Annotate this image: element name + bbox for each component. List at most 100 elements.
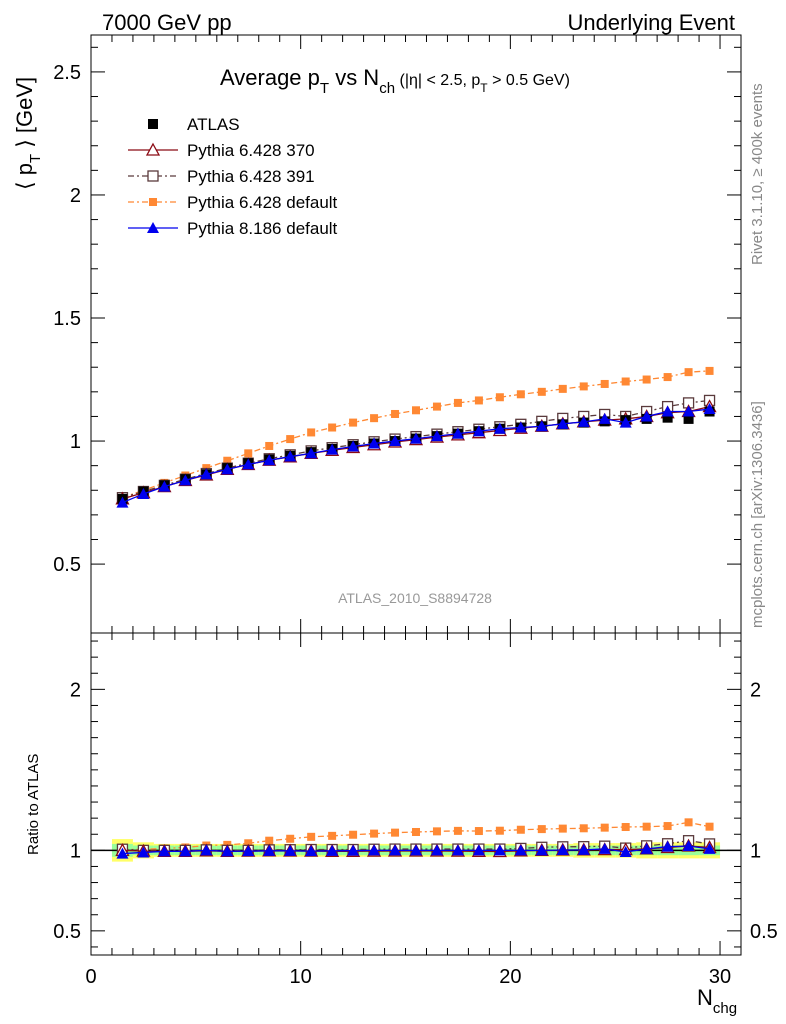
ratio-point-py6def	[621, 823, 630, 832]
data-point-py8def	[640, 410, 653, 422]
ratio-y-tick-label-right: 2	[750, 679, 761, 701]
ratio-series-layer	[115, 818, 717, 859]
ratio-y-axis-label: Ratio to ATLAS	[25, 754, 42, 855]
y-tick-label: 0.5	[53, 554, 81, 576]
chart-title: Average pT vs Nch (|η| < 2.5, pT > 0.5 G…	[220, 65, 570, 97]
ratio-point-py6def	[663, 822, 672, 831]
data-point-py8def	[158, 480, 171, 492]
x-tick-label: 0	[85, 966, 96, 988]
ratio-point-py6def	[558, 824, 567, 833]
ratio-point-py8def	[682, 840, 695, 852]
ratio-point-py8def	[661, 840, 674, 852]
ratio-point-py6def	[537, 825, 546, 834]
ratio-point-py6def	[328, 831, 337, 840]
data-point-py6def	[391, 409, 400, 418]
legend: ATLAS Pythia 6.428 370 Pythia 6.428 391 Pyt…	[128, 115, 338, 238]
ratio-point-py8def	[640, 842, 653, 854]
energy-label: 7000 GeV pp	[102, 10, 232, 35]
data-point-py6def	[412, 406, 420, 415]
ratio-point-py6def	[579, 824, 588, 833]
ratio-point-py8def	[703, 842, 716, 854]
legend-marker-py8def	[147, 222, 159, 233]
ratio-y-tick-label-right: 0.5	[750, 921, 778, 943]
data-point-py8def	[116, 496, 129, 508]
ratio-point-py8def	[137, 846, 150, 858]
ratio-point-py8def	[368, 844, 381, 856]
legend-marker-py370	[145, 142, 161, 156]
ratio-point-py8def	[242, 845, 255, 857]
analysis-watermark: ATLAS_2010_S8894728	[338, 590, 492, 606]
data-point-py6def	[537, 387, 546, 396]
data-point-py8def	[661, 405, 674, 417]
data-point-py6def	[579, 382, 588, 391]
series-line-py6def	[122, 370, 710, 499]
ratio-point-py6def	[265, 836, 274, 845]
ratio-point-py8def	[472, 844, 485, 856]
legend-marker-py6def	[149, 198, 157, 206]
data-point-py6def	[621, 377, 630, 386]
ratio-point-py8def	[179, 845, 192, 857]
ratio-point-py6def	[495, 826, 504, 835]
data-point-py8def	[326, 443, 339, 455]
data-point-py8def	[472, 425, 485, 437]
data-point-atlas	[662, 412, 673, 423]
legend-label-py391: Pythia 6.428 391	[187, 167, 315, 186]
data-point-py6def	[307, 428, 316, 437]
data-point-py6def	[495, 393, 504, 402]
y-axis-label: ⟨ pT ⟩ [GeV]	[12, 77, 44, 190]
ratio-point-py8def	[221, 845, 234, 857]
series-line-py391	[122, 399, 710, 499]
data-point-py8def	[451, 427, 464, 439]
data-point-py6def	[328, 423, 337, 432]
ratio-point-py6def	[474, 827, 483, 836]
ratio-point-py6def	[453, 826, 462, 835]
ratio-point-py6def	[391, 828, 400, 837]
data-point-py8def	[305, 447, 318, 459]
ratio-point-py8def	[451, 844, 464, 856]
ratio-y-tick-label-right: 1	[750, 840, 761, 862]
y-tick-label: 1.5	[53, 308, 81, 330]
data-point-py6def	[223, 456, 232, 465]
ratio-point-py6def	[600, 823, 609, 832]
data-point-py8def	[389, 435, 402, 447]
ratio-point-py6def	[307, 832, 316, 841]
ratio-point-py8def	[410, 844, 422, 856]
ratio-point-py8def	[389, 844, 402, 856]
ratio-point-py6def	[684, 818, 693, 827]
y-tick-label: 1	[70, 431, 81, 453]
legend-label-atlas: ATLAS	[187, 115, 240, 134]
data-point-py8def	[514, 421, 527, 433]
ratio-point-py6def	[642, 822, 651, 831]
y-tick-label: 2.5	[53, 62, 81, 84]
data-point-py6def	[244, 449, 253, 458]
ratio-point-py6def	[244, 839, 253, 848]
ratio-point-py6def	[349, 830, 358, 839]
data-point-py8def	[682, 405, 695, 417]
ratio-point-py8def	[305, 845, 318, 857]
data-point-py8def	[263, 454, 276, 466]
data-point-py8def	[535, 420, 548, 432]
data-point-py8def	[577, 415, 590, 427]
y-tick-label: 2	[70, 185, 81, 207]
ratio-point-py6def	[516, 825, 525, 834]
ratio-y-tick-label: 0.5	[53, 921, 81, 943]
data-point-py8def	[430, 430, 443, 442]
ratio-point-py8def	[619, 845, 632, 857]
ratio-point-py6def	[370, 829, 379, 838]
data-point-py8def	[493, 422, 506, 434]
x-tick-label: 10	[290, 966, 312, 988]
ratio-point-py8def	[116, 847, 129, 859]
ratio-point-py8def	[535, 844, 548, 856]
data-point-py8def	[347, 440, 360, 452]
ratio-point-py6def	[412, 827, 420, 836]
data-point-py6def	[265, 441, 274, 450]
data-point-py6def	[516, 390, 525, 399]
axis-ticks: 0 10 20 30 0.5 1 1.5 2 2.5 0.5 0.5 1 1 2 2	[53, 35, 778, 988]
data-point-py8def	[368, 437, 381, 449]
data-point-py6def	[286, 435, 295, 444]
x-tick-label: 30	[709, 966, 731, 988]
series-layer	[115, 366, 717, 508]
ratio-point-py8def	[284, 844, 297, 856]
legend-marker-py391	[147, 170, 159, 182]
